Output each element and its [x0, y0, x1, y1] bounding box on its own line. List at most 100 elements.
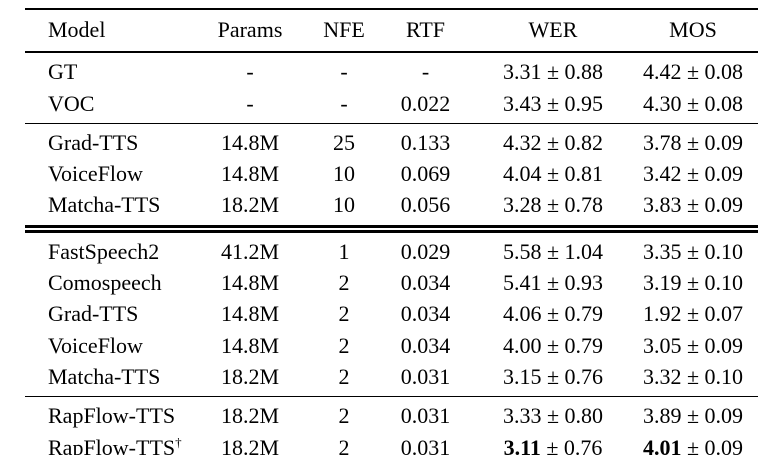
table-row: Comospeech 14.8M 2 0.034 5.41 ± 0.93 3.19 ± 0… — [25, 267, 758, 298]
dagger-marker: † — [175, 434, 182, 450]
rtf-cell: 0.034 — [400, 270, 451, 296]
wer-stddev: ± 0.80 — [541, 403, 604, 429]
model-cell: VoiceFlow — [25, 330, 185, 361]
nfe-cell: 2 — [338, 270, 350, 296]
table-row: VOC - -0.022 3.43 ± 0.95 4.30 ± 0.08 — [25, 88, 758, 124]
rtf-cell: 0.031 — [400, 434, 451, 455]
mos-cell: 3.35 ± 0.10 — [628, 229, 758, 267]
model-cell: FastSpeech2 — [25, 229, 185, 267]
table-row: Grad-TTS 14.8M 25 0.133 4.32 ± 0.82 3.78 ± 0.… — [25, 123, 758, 158]
rtf-cell: 0.034 — [400, 301, 451, 327]
model-name: VoiceFlow — [48, 161, 143, 187]
model-name: Matcha-TTS — [48, 363, 161, 389]
mos-cell: 3.89 ± 0.09 — [628, 397, 758, 432]
wer-stddev: ± 0.78 — [541, 192, 604, 218]
wer-stddev: ± 0.82 — [541, 129, 604, 155]
mos-stddev: ± 0.09 — [681, 332, 744, 358]
col-header-params: Params — [185, 9, 315, 54]
mos-value: 3.42 — [642, 161, 682, 187]
wer-value: 4.32 — [502, 129, 542, 155]
wer-cell: 4.04 ± 0.81 — [478, 158, 628, 189]
rtf-cell: 0.056 — [400, 192, 451, 218]
table-header: Model Params NFE RTF WER MOS — [25, 9, 758, 54]
mos-stddev: ± 0.07 — [681, 301, 744, 327]
rtf-cell: - — [421, 59, 430, 85]
table-row: GT - - -3.31 ± 0.88 4.42 ± 0.08 — [25, 52, 758, 87]
model-name: Grad-TTS — [48, 129, 139, 155]
rtf-cell: 0.022 — [400, 90, 451, 116]
mos-cell: 4.42 ± 0.08 — [628, 52, 758, 87]
table-row: VoiceFlow 14.8M 10 0.069 4.04 ± 0.81 3.42 ± 0… — [25, 158, 758, 189]
results-table: Model Params NFE RTF WER MOS GT - - - 3.31 ± 0.88… — [25, 8, 758, 455]
rtf-cell: 0.029 — [400, 238, 451, 264]
wer-value: 3.31 — [502, 59, 542, 85]
model-name: VOC — [48, 90, 95, 116]
wer-cell: 5.58 ± 1.04 — [478, 229, 628, 267]
mos-value: 4.30 — [642, 90, 682, 116]
model-cell: VoiceFlow — [25, 158, 185, 189]
wer-cell: 4.06 ± 0.79 — [478, 298, 628, 329]
nfe-cell: 2 — [338, 434, 350, 455]
wer-stddev: ± 0.79 — [541, 332, 604, 358]
model-cell: GT — [25, 52, 185, 87]
wer-cell: 3.15 ± 0.76 — [478, 361, 628, 397]
model-name: Matcha-TTS — [48, 192, 161, 218]
table-row: RapFlow-TTS 18.2M 2 0.031 3.33 ± 0.80 3.89 ± … — [25, 397, 758, 432]
wer-value: 4.06 — [502, 301, 542, 327]
wer-value: 3.33 — [502, 403, 542, 429]
rtf-cell: 0.034 — [400, 332, 451, 358]
params-cell: 18.2M — [220, 434, 280, 455]
mos-cell: 1.92 ± 0.07 — [628, 298, 758, 329]
model-name: Grad-TTS — [48, 301, 139, 327]
wer-value: 3.11 — [503, 434, 541, 455]
params-cell: - — [246, 90, 254, 116]
wer-cell: 3.33 ± 0.80 — [478, 397, 628, 432]
model-name: VoiceFlow — [48, 332, 143, 358]
wer-cell: 4.00 ± 0.79 — [478, 330, 628, 361]
wer-cell: 3.43 ± 0.95 — [478, 88, 628, 124]
table-row: VoiceFlow 14.8M 2 0.034 4.00 ± 0.79 3.05 ± 0.… — [25, 330, 758, 361]
mos-stddev: ± 0.09 — [681, 434, 744, 455]
col-header-nfe: NFE — [315, 9, 373, 54]
model-cell: VOC — [25, 88, 185, 124]
table-section-1: GT - - -3.31 ± 0.88 4.42 ± 0.08 VOC - -0.022 3.4… — [25, 52, 758, 124]
mos-value: 3.19 — [642, 270, 682, 296]
nfe-cell: - — [340, 59, 348, 85]
mos-value: 3.35 — [642, 238, 682, 264]
wer-stddev: ± 0.76 — [540, 434, 603, 455]
table-row: RapFlow-TTS† 18.2M 2 0.031 3.11 ± 0.76 4.01 ±… — [25, 432, 758, 455]
model-name: RapFlow-TTS — [48, 403, 176, 429]
mos-stddev: ± 0.09 — [681, 129, 744, 155]
params-cell: 14.8M — [220, 161, 280, 187]
col-header-rtf: RTF — [373, 9, 478, 54]
mos-value: 3.05 — [642, 332, 682, 358]
wer-stddev: ± 0.95 — [541, 90, 604, 116]
mos-cell: 3.32 ± 0.10 — [628, 361, 758, 397]
model-name: Comospeech — [48, 270, 162, 296]
model-cell: Comospeech — [25, 267, 185, 298]
wer-value: 5.41 — [502, 270, 542, 296]
nfe-cell: 1 — [338, 238, 350, 264]
params-cell: 41.2M — [220, 238, 280, 264]
mos-value: 4.01 — [642, 434, 682, 455]
mos-value: 3.83 — [642, 192, 682, 218]
col-header-wer: WER — [478, 9, 628, 54]
wer-cell: 3.28 ± 0.78 — [478, 189, 628, 228]
params-cell: 14.8M — [220, 332, 280, 358]
mos-value: 4.42 — [642, 59, 682, 85]
wer-stddev: ± 0.81 — [541, 161, 604, 187]
mos-cell: 3.83 ± 0.09 — [628, 189, 758, 228]
rtf-cell: 0.069 — [400, 161, 451, 187]
mos-value: 3.32 — [642, 363, 682, 389]
model-name: FastSpeech2 — [48, 238, 160, 264]
table-row: Grad-TTS 14.8M 2 0.034 4.06 ± 0.79 1.92 ± 0.0… — [25, 298, 758, 329]
nfe-cell: 2 — [338, 403, 350, 429]
table-section-2: Grad-TTS 14.8M 25 0.133 4.32 ± 0.82 3.78 ± 0.… — [25, 123, 758, 229]
wer-cell: 5.41 ± 0.93 — [478, 267, 628, 298]
mos-stddev: ± 0.10 — [681, 270, 744, 296]
wer-stddev: ± 1.04 — [541, 238, 604, 264]
params-cell: 18.2M — [220, 403, 280, 429]
wer-value: 3.15 — [502, 363, 542, 389]
model-cell: RapFlow-TTS — [25, 397, 185, 432]
wer-value: 3.28 — [502, 192, 542, 218]
